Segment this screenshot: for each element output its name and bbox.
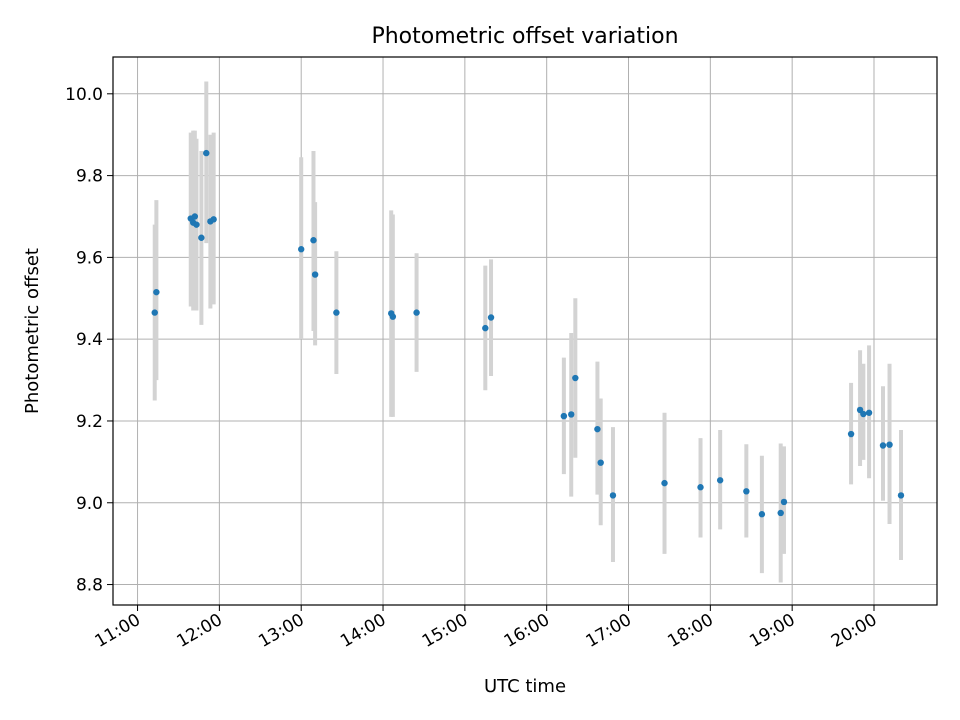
x-tick-label: 15:00 — [419, 610, 471, 652]
grid — [113, 57, 937, 605]
error-bars — [152, 81, 903, 583]
data-point — [897, 492, 905, 499]
x-tick-label: 17:00 — [583, 610, 635, 652]
data-point — [572, 374, 579, 382]
data-point — [153, 288, 160, 296]
data-point — [413, 309, 420, 316]
data-point — [847, 430, 855, 438]
y-tick-label: 9.4 — [76, 330, 103, 350]
data-point — [333, 309, 340, 316]
data-point — [865, 409, 873, 416]
data-point — [389, 313, 397, 320]
data-point — [311, 271, 319, 278]
x-tick-label: 11:00 — [92, 610, 144, 652]
data-point — [860, 410, 867, 418]
chart-title: Photometric offset variation — [371, 24, 678, 49]
data-point — [210, 216, 217, 223]
data-point — [886, 441, 893, 448]
x-axis-label: UTC time — [484, 676, 566, 697]
y-tick-label: 8.8 — [76, 576, 103, 596]
data-point — [568, 411, 575, 418]
data-point — [777, 509, 784, 517]
data-point — [594, 425, 601, 433]
data-point — [482, 324, 489, 332]
y-tick-label: 10.0 — [65, 85, 103, 105]
data-point — [191, 213, 199, 220]
y-tick-label: 9.0 — [76, 494, 103, 514]
data-points — [151, 149, 905, 518]
data-point — [609, 492, 617, 499]
data-point — [661, 479, 668, 487]
data-point — [310, 237, 317, 244]
y-tick-label: 9.6 — [76, 248, 103, 268]
x-tick-label: 19:00 — [746, 610, 798, 652]
data-point — [560, 412, 568, 420]
data-point — [697, 484, 704, 491]
data-point — [298, 246, 305, 253]
y-axis-label: Photometric offset — [22, 248, 43, 414]
x-tick-label: 16:00 — [501, 610, 553, 652]
x-tick-label: 14:00 — [337, 610, 389, 652]
data-point — [151, 309, 158, 316]
data-point — [193, 221, 200, 228]
data-point — [597, 459, 604, 466]
data-point — [487, 314, 495, 321]
plot-area-frame — [112, 56, 938, 606]
y-tick-label: 9.8 — [76, 167, 103, 187]
data-point — [716, 477, 724, 484]
x-tick-label: 13:00 — [255, 610, 307, 652]
data-point — [198, 234, 205, 241]
x-tick-label: 12:00 — [173, 610, 225, 652]
y-tick-label: 9.2 — [76, 412, 103, 432]
axes: 11:00 12:00 13:00 14:00 15:00 16:00 17:00 18:00… — [65, 85, 880, 652]
data-point — [879, 442, 887, 449]
data-point — [743, 488, 750, 495]
data-point — [780, 498, 788, 506]
data-point — [758, 511, 766, 518]
data-point — [203, 149, 210, 157]
x-tick-label: 18:00 — [664, 610, 716, 652]
x-tick-label: 20:00 — [828, 610, 880, 652]
